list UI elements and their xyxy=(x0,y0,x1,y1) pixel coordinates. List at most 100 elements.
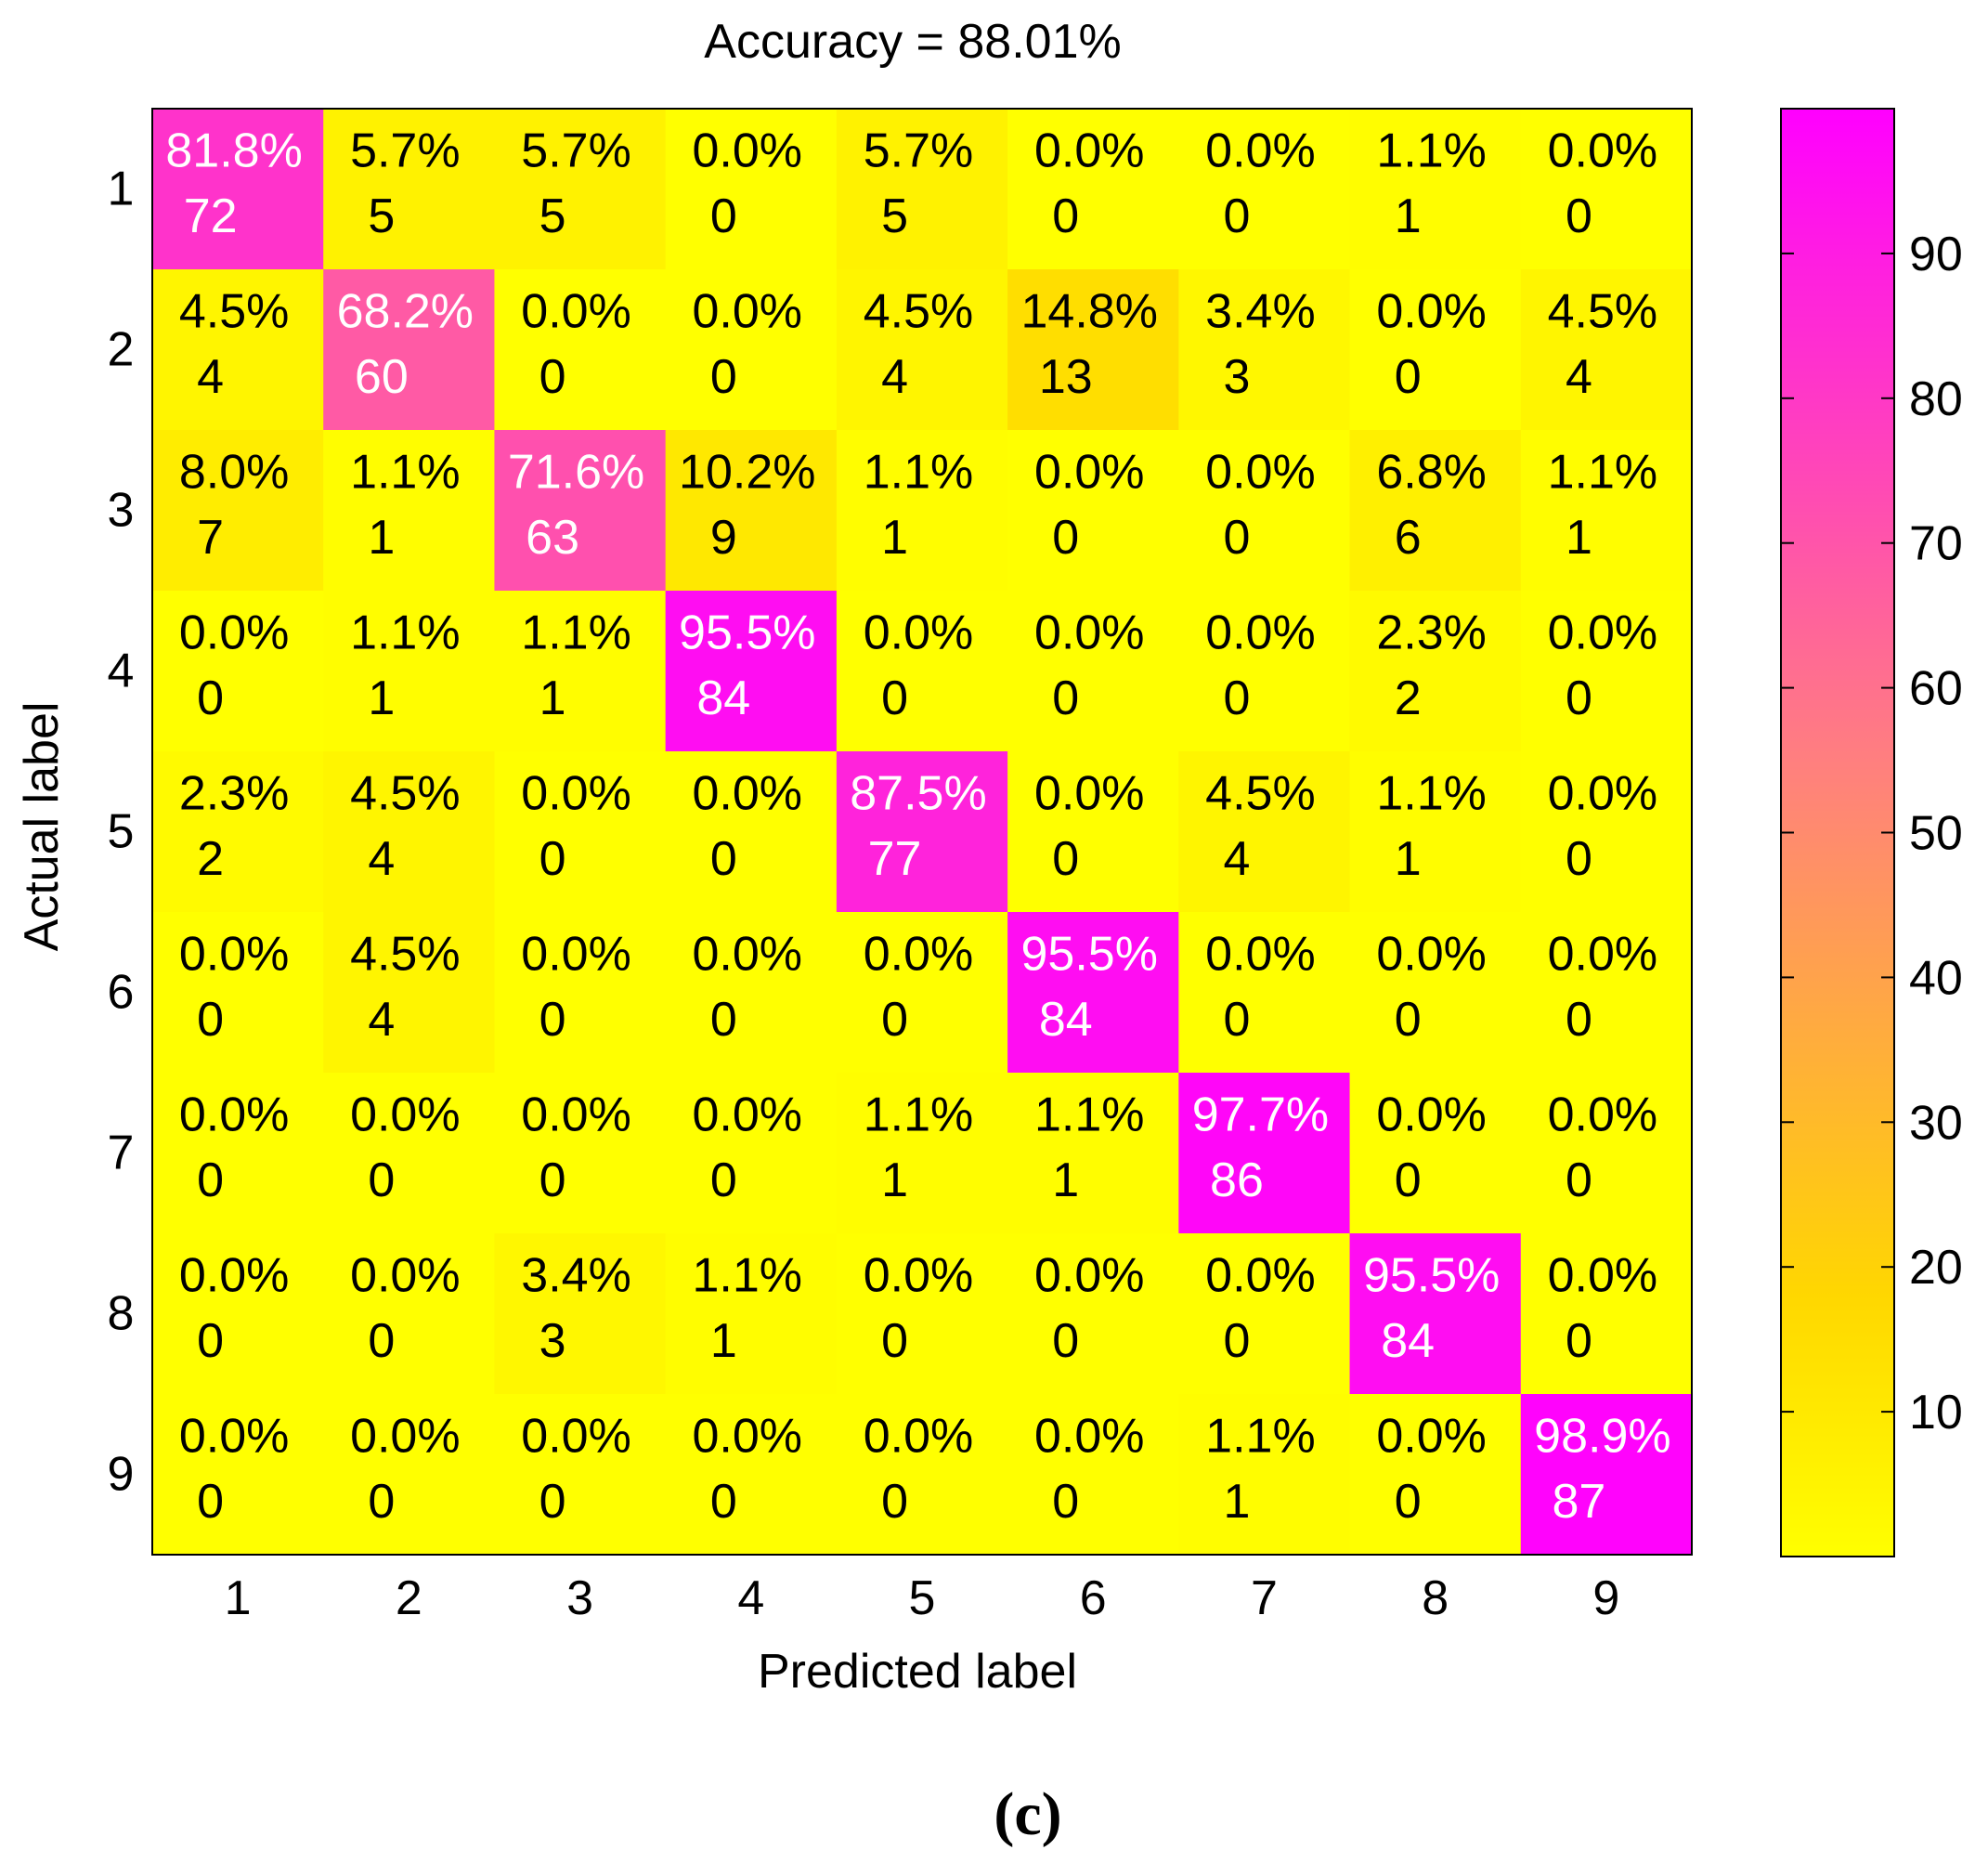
heatmap-cell xyxy=(836,751,1008,913)
cell-count-label: 0 xyxy=(1395,1475,1422,1529)
cell-count-label: 0 xyxy=(1052,832,1079,886)
heatmap-cell xyxy=(1007,912,1179,1074)
cell-percentage-label: 0.0% xyxy=(350,1248,461,1302)
cell-count-label: 0 xyxy=(1052,511,1079,565)
heatmap-cell xyxy=(836,269,1008,431)
colorbar-tick-label: 60 xyxy=(1909,662,1963,716)
cell-percentage-label: 0.0% xyxy=(693,766,803,820)
cell-count-label: 0 xyxy=(368,1314,395,1368)
heatmap-cell xyxy=(1349,751,1522,913)
cell-percentage-label: 1.1% xyxy=(350,445,461,499)
cell-percentage-label: 2.3% xyxy=(179,766,290,820)
heatmap-cell xyxy=(665,751,838,913)
x-tick-label: 7 xyxy=(1251,1571,1278,1625)
cell-count-label: 3 xyxy=(1224,350,1251,404)
cell-count-label: 0 xyxy=(1224,671,1251,725)
cell-percentage-label: 0.0% xyxy=(1548,1248,1658,1302)
cell-percentage-label: 1.1% xyxy=(1376,766,1487,820)
heatmap-cell xyxy=(152,591,324,752)
heatmap-cell xyxy=(665,912,838,1074)
cell-count-label: 5 xyxy=(881,189,908,243)
cell-count-label: 84 xyxy=(1039,993,1093,1047)
heatmap-cell xyxy=(323,591,495,752)
cell-percentage-label: 1.1% xyxy=(1205,1409,1316,1463)
y-tick-label: 7 xyxy=(108,1127,135,1180)
heatmap-cell xyxy=(1349,1073,1522,1234)
cell-count-label: 84 xyxy=(696,671,750,725)
cell-count-label: 3 xyxy=(539,1314,566,1368)
cell-percentage-label: 1.1% xyxy=(864,1088,974,1141)
heatmap-cell xyxy=(494,1394,667,1556)
cell-count-label: 7 xyxy=(197,511,224,565)
cell-count-label: 0 xyxy=(539,350,566,404)
cell-count-label: 87 xyxy=(1552,1475,1605,1529)
cell-percentage-label: 5.7% xyxy=(864,124,974,177)
cell-percentage-label: 0.0% xyxy=(1205,124,1316,177)
colorbar-tick-label: 40 xyxy=(1909,951,1963,1005)
cell-count-label: 1 xyxy=(1224,1475,1251,1529)
y-tick-label: 3 xyxy=(108,484,135,538)
cell-percentage-label: 0.0% xyxy=(1034,1248,1145,1302)
cell-percentage-label: 4.5% xyxy=(1205,766,1316,820)
heatmap-cell xyxy=(152,1394,324,1556)
cell-count-label: 0 xyxy=(539,993,566,1047)
cell-percentage-label: 4.5% xyxy=(864,284,974,338)
heatmap-cell xyxy=(1520,269,1693,431)
x-tick-label: 5 xyxy=(909,1571,936,1625)
heatmap-cell xyxy=(665,1073,838,1234)
cell-count-label: 5 xyxy=(368,189,395,243)
cell-count-label: 0 xyxy=(710,1153,737,1207)
cell-count-label: 0 xyxy=(710,189,737,243)
heatmap-cell xyxy=(1178,430,1351,592)
heatmap-cell xyxy=(1178,269,1351,431)
cell-percentage-label: 0.0% xyxy=(1376,1409,1487,1463)
heatmap-cell xyxy=(494,751,667,913)
heatmap-cell xyxy=(1007,1073,1179,1234)
heatmap-cell xyxy=(323,1073,495,1234)
cell-percentage-label: 0.0% xyxy=(1034,124,1145,177)
cell-percentage-label: 0.0% xyxy=(864,927,974,981)
cell-count-label: 77 xyxy=(868,832,922,886)
x-tick-label: 1 xyxy=(225,1571,252,1625)
colorbar-tick-label: 70 xyxy=(1909,517,1963,571)
cell-count-label: 0 xyxy=(1566,832,1592,886)
cell-count-label: 0 xyxy=(1566,1153,1592,1207)
cell-percentage-label: 98.9% xyxy=(1534,1409,1670,1463)
cell-percentage-label: 0.0% xyxy=(521,1088,631,1141)
heatmap-cell xyxy=(836,109,1008,270)
heatmap-cell xyxy=(1349,109,1522,270)
cell-count-label: 0 xyxy=(1052,189,1079,243)
cell-count-label: 1 xyxy=(1395,189,1422,243)
x-tick-label: 9 xyxy=(1592,1571,1619,1625)
cell-count-label: 0 xyxy=(1052,1314,1079,1368)
y-tick-label: 6 xyxy=(108,966,135,1020)
cell-count-label: 0 xyxy=(197,671,224,725)
cell-percentage-label: 1.1% xyxy=(350,606,461,659)
heatmap-cell xyxy=(1178,109,1351,270)
cell-count-label: 0 xyxy=(368,1153,395,1207)
cell-percentage-label: 0.0% xyxy=(1205,606,1316,659)
cell-count-label: 0 xyxy=(710,350,737,404)
x-tick-label: 4 xyxy=(737,1571,764,1625)
y-tick-label: 8 xyxy=(108,1287,135,1341)
cell-percentage-label: 0.0% xyxy=(350,1088,461,1141)
cell-percentage-label: 0.0% xyxy=(693,927,803,981)
heatmap-cell xyxy=(665,109,838,270)
cell-percentage-label: 1.1% xyxy=(1034,1088,1145,1141)
cell-percentage-label: 3.4% xyxy=(1205,284,1316,338)
colorbar-tick-label: 20 xyxy=(1909,1241,1963,1295)
heatmap-cell xyxy=(152,912,324,1074)
cell-percentage-label: 4.5% xyxy=(1548,284,1658,338)
cell-percentage-label: 5.7% xyxy=(350,124,461,177)
heatmap-cell xyxy=(1178,1394,1351,1556)
cell-count-label: 0 xyxy=(1566,1314,1592,1368)
cell-percentage-label: 0.0% xyxy=(1376,1088,1487,1141)
cell-percentage-label: 95.5% xyxy=(1020,927,1157,981)
heatmap-cell xyxy=(836,1233,1008,1395)
cell-percentage-label: 1.1% xyxy=(1376,124,1487,177)
cell-percentage-label: 95.5% xyxy=(679,606,815,659)
heatmap-cell xyxy=(323,430,495,592)
y-axis-label: Actual label xyxy=(15,702,69,952)
cell-count-label: 0 xyxy=(1224,511,1251,565)
cell-percentage-label: 0.0% xyxy=(179,606,290,659)
